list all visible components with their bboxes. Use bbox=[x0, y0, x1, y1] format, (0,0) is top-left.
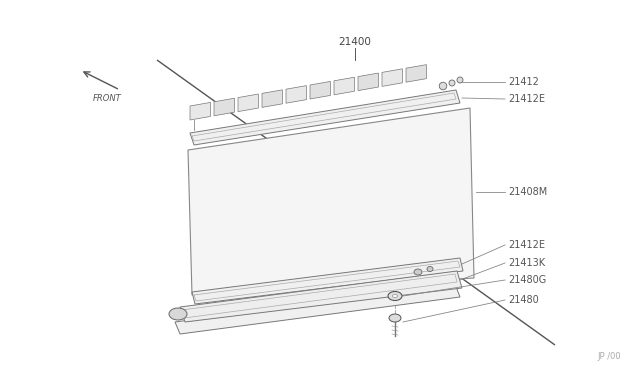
Polygon shape bbox=[358, 73, 378, 91]
Text: 21408M: 21408M bbox=[508, 187, 547, 197]
Polygon shape bbox=[286, 86, 307, 103]
Polygon shape bbox=[238, 94, 259, 112]
Polygon shape bbox=[157, 60, 555, 345]
Text: 21480: 21480 bbox=[508, 295, 539, 305]
Text: 21412E: 21412E bbox=[508, 240, 545, 250]
Polygon shape bbox=[214, 98, 234, 116]
Polygon shape bbox=[334, 77, 355, 95]
Ellipse shape bbox=[169, 308, 187, 320]
Ellipse shape bbox=[392, 295, 397, 298]
Ellipse shape bbox=[449, 80, 455, 86]
Ellipse shape bbox=[427, 266, 433, 272]
Polygon shape bbox=[406, 65, 426, 82]
Text: 21412E: 21412E bbox=[508, 94, 545, 104]
Polygon shape bbox=[188, 108, 474, 295]
Polygon shape bbox=[175, 284, 460, 334]
Ellipse shape bbox=[388, 292, 402, 301]
Polygon shape bbox=[190, 90, 460, 145]
Ellipse shape bbox=[439, 82, 447, 90]
Text: 21413K: 21413K bbox=[508, 258, 545, 268]
Text: JP /00: JP /00 bbox=[597, 352, 621, 361]
Ellipse shape bbox=[389, 314, 401, 322]
Polygon shape bbox=[180, 271, 462, 322]
Polygon shape bbox=[382, 69, 403, 86]
Text: FRONT: FRONT bbox=[93, 94, 122, 103]
Polygon shape bbox=[192, 258, 463, 304]
Polygon shape bbox=[262, 90, 282, 108]
Text: 21400: 21400 bbox=[339, 37, 371, 47]
Ellipse shape bbox=[414, 269, 422, 275]
Text: 21412: 21412 bbox=[508, 77, 539, 87]
Polygon shape bbox=[310, 81, 330, 99]
Polygon shape bbox=[190, 102, 211, 120]
Text: 21480G: 21480G bbox=[508, 275, 547, 285]
Ellipse shape bbox=[457, 77, 463, 83]
